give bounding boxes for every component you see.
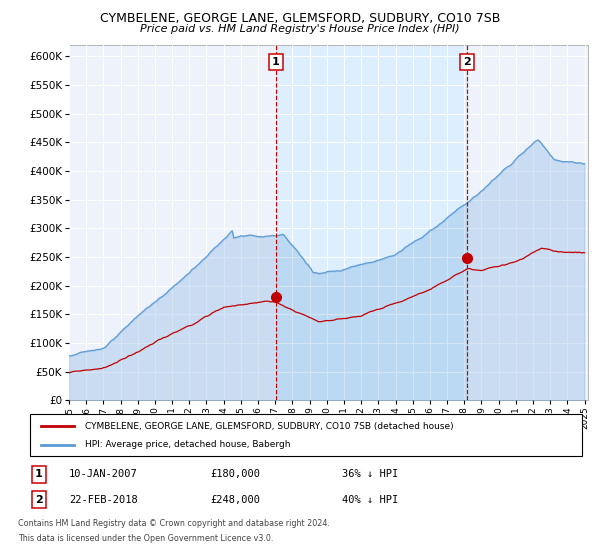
Text: HPI: Average price, detached house, Babergh: HPI: Average price, detached house, Babe… xyxy=(85,440,290,449)
Text: Price paid vs. HM Land Registry's House Price Index (HPI): Price paid vs. HM Land Registry's House … xyxy=(140,24,460,34)
Text: 22-FEB-2018: 22-FEB-2018 xyxy=(69,494,138,505)
Text: £248,000: £248,000 xyxy=(210,494,260,505)
Text: Contains HM Land Registry data © Crown copyright and database right 2024.: Contains HM Land Registry data © Crown c… xyxy=(18,519,330,528)
Text: 1: 1 xyxy=(272,57,280,67)
Text: 2: 2 xyxy=(463,57,470,67)
Text: 36% ↓ HPI: 36% ↓ HPI xyxy=(342,469,398,479)
Text: 1: 1 xyxy=(35,469,43,479)
Text: 40% ↓ HPI: 40% ↓ HPI xyxy=(342,494,398,505)
Text: CYMBELENE, GEORGE LANE, GLEMSFORD, SUDBURY, CO10 7SB (detached house): CYMBELENE, GEORGE LANE, GLEMSFORD, SUDBU… xyxy=(85,422,454,431)
Text: 2: 2 xyxy=(35,494,43,505)
Text: This data is licensed under the Open Government Licence v3.0.: This data is licensed under the Open Gov… xyxy=(18,534,274,543)
Bar xyxy=(276,45,467,400)
Text: £180,000: £180,000 xyxy=(210,469,260,479)
Text: CYMBELENE, GEORGE LANE, GLEMSFORD, SUDBURY, CO10 7SB: CYMBELENE, GEORGE LANE, GLEMSFORD, SUDBU… xyxy=(100,12,500,25)
Text: 10-JAN-2007: 10-JAN-2007 xyxy=(69,469,138,479)
FancyBboxPatch shape xyxy=(30,414,582,456)
